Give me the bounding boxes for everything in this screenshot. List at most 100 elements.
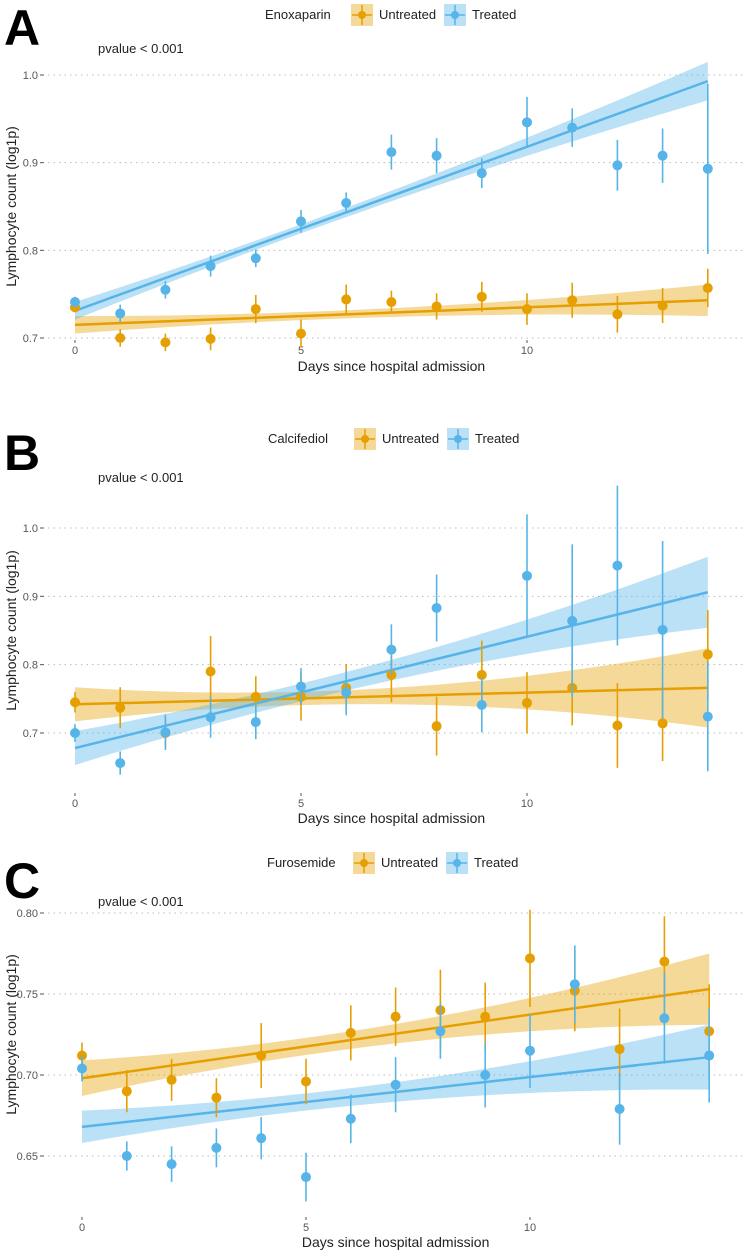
point-treated bbox=[115, 758, 126, 769]
pvalue-annotation: pvalue < 0.001 bbox=[98, 41, 184, 56]
point-treated bbox=[704, 1050, 715, 1061]
point-untreated bbox=[567, 295, 578, 306]
point-untreated bbox=[250, 304, 261, 315]
point-untreated bbox=[390, 1011, 401, 1022]
point-treated bbox=[301, 1172, 311, 1183]
legend-key-treated bbox=[446, 852, 468, 874]
point-untreated bbox=[211, 1092, 222, 1103]
point-treated bbox=[205, 261, 216, 272]
y-axis-title: Lymphocyte count (log1p) bbox=[3, 550, 19, 711]
point-untreated bbox=[525, 953, 535, 964]
point-untreated bbox=[160, 337, 171, 348]
point-treated bbox=[567, 122, 578, 133]
point-treated bbox=[256, 1133, 267, 1144]
legend-key-treated bbox=[447, 428, 469, 450]
point-untreated bbox=[296, 328, 306, 339]
point-untreated bbox=[386, 297, 397, 308]
point-untreated bbox=[476, 669, 487, 680]
legend-title: Enoxaparin bbox=[265, 7, 331, 22]
point-treated bbox=[160, 727, 171, 738]
point-treated bbox=[386, 644, 397, 655]
point-treated bbox=[121, 1151, 132, 1161]
x-tick-label: 5 bbox=[303, 1222, 309, 1234]
point-treated bbox=[296, 216, 306, 227]
point-treated bbox=[702, 711, 713, 722]
point-untreated bbox=[205, 666, 216, 677]
point-treated bbox=[390, 1079, 401, 1090]
point-treated bbox=[431, 150, 442, 161]
point-untreated bbox=[657, 300, 668, 311]
point-treated bbox=[525, 1045, 535, 1056]
point-treated bbox=[115, 308, 126, 319]
point-untreated bbox=[431, 301, 442, 312]
pvalue-annotation: pvalue < 0.001 bbox=[98, 894, 184, 909]
point-treated bbox=[435, 1026, 446, 1037]
y-tick-label: 0.70 bbox=[17, 1070, 38, 1082]
y-tick-label: 1.0 bbox=[23, 523, 38, 535]
point-untreated bbox=[250, 691, 261, 702]
point-treated bbox=[480, 1070, 491, 1080]
point-treated bbox=[341, 687, 352, 698]
x-tick-label: 5 bbox=[298, 798, 304, 810]
legend-key-treated bbox=[444, 4, 466, 26]
x-tick-label: 0 bbox=[72, 345, 78, 357]
point-treated bbox=[250, 253, 261, 264]
point-untreated bbox=[480, 1011, 491, 1022]
point-treated bbox=[659, 1013, 670, 1024]
point-untreated bbox=[70, 697, 80, 708]
point-untreated bbox=[702, 283, 713, 294]
point-treated bbox=[522, 570, 532, 581]
point-treated bbox=[341, 197, 352, 208]
y-tick-label: 0.8 bbox=[23, 245, 38, 257]
point-treated bbox=[205, 712, 216, 723]
x-tick-label: 0 bbox=[72, 798, 78, 810]
x-tick-label: 10 bbox=[521, 798, 533, 810]
legend-title: Calcifediol bbox=[268, 431, 328, 446]
legend-label-treated: Treated bbox=[474, 855, 518, 870]
point-untreated bbox=[612, 720, 623, 731]
x-axis-title: Days since hospital admission bbox=[302, 1234, 490, 1250]
point-treated bbox=[296, 681, 306, 692]
point-untreated bbox=[612, 309, 623, 320]
legend-label-untreated: Untreated bbox=[381, 855, 438, 870]
y-tick-label: 0.75 bbox=[17, 989, 38, 1001]
point-treated bbox=[160, 284, 171, 295]
point-untreated bbox=[115, 702, 126, 713]
point-treated bbox=[386, 147, 397, 158]
point-treated bbox=[657, 624, 668, 635]
point-untreated bbox=[476, 291, 487, 302]
y-axis-title: Lymphocyte count (log1p) bbox=[3, 954, 19, 1115]
point-treated bbox=[569, 979, 580, 990]
x-tick-label: 10 bbox=[524, 1222, 536, 1234]
point-untreated bbox=[702, 649, 713, 660]
legend-title: Furosemide bbox=[267, 855, 336, 870]
y-tick-label: 0.65 bbox=[17, 1151, 38, 1163]
fit-line-treated bbox=[74, 79, 709, 312]
legend-key-untreated bbox=[353, 852, 375, 874]
point-untreated bbox=[166, 1074, 177, 1085]
x-tick-label: 5 bbox=[298, 345, 304, 357]
point-untreated bbox=[522, 304, 532, 315]
y-tick-label: 0.80 bbox=[17, 908, 38, 920]
point-treated bbox=[70, 297, 80, 308]
point-untreated bbox=[341, 294, 352, 305]
point-treated bbox=[702, 163, 713, 174]
legend-label-treated: Treated bbox=[472, 7, 516, 22]
y-tick-label: 0.9 bbox=[23, 158, 38, 170]
y-tick-label: 0.7 bbox=[23, 728, 38, 740]
x-tick-label: 10 bbox=[521, 345, 533, 357]
point-treated bbox=[250, 717, 261, 728]
panel-letter: A bbox=[4, 0, 40, 56]
legend-label-untreated: Untreated bbox=[382, 431, 439, 446]
point-treated bbox=[522, 117, 532, 128]
point-treated bbox=[77, 1063, 87, 1074]
ci-ribbon-treated bbox=[75, 61, 708, 320]
point-untreated bbox=[614, 1044, 625, 1055]
point-treated bbox=[567, 615, 578, 626]
pvalue-annotation: pvalue < 0.001 bbox=[98, 470, 184, 485]
panel-letter: C bbox=[4, 853, 40, 909]
x-axis-title: Days since hospital admission bbox=[298, 358, 486, 374]
y-tick-label: 0.8 bbox=[23, 660, 38, 672]
panel-c: C Furosemide Untreated Treated pvalue < 0.00… bbox=[3, 852, 744, 1250]
